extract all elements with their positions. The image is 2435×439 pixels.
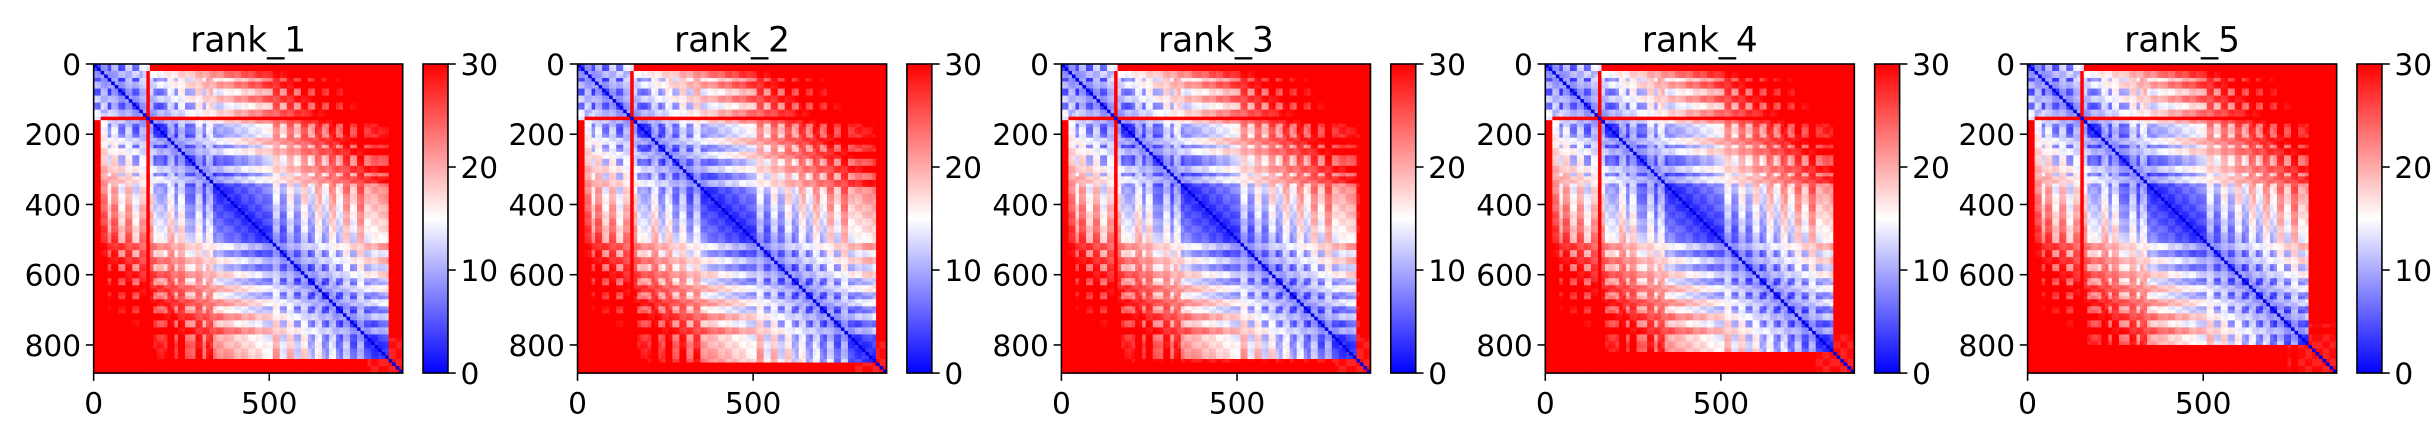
y-axis: 0 200 400 600 800 — [1959, 47, 2028, 363]
y-tick-label: 400 — [508, 187, 565, 222]
x-tick-label: 0 — [2018, 386, 2037, 421]
y-tick-label: 800 — [508, 328, 565, 363]
x-tick-label: 0 — [1052, 386, 1071, 421]
y-tick-label: 0 — [1514, 47, 1533, 82]
x-axis: 0 500 — [568, 373, 781, 421]
x-axis: 0 500 — [2018, 373, 2231, 421]
y-tick-label: 600 — [1959, 258, 2016, 293]
panel-title: rank_3 — [1158, 21, 1274, 61]
colorbar-tick-label: 20 — [2394, 150, 2432, 185]
y-tick-label: 600 — [1476, 258, 1533, 293]
colorbar: 0 10 20 30 — [907, 47, 982, 391]
y-tick-label: 0 — [62, 47, 81, 82]
colorbar-gradient — [423, 64, 448, 373]
colorbar-tick-label: 0 — [460, 356, 479, 391]
x-tick-label: 0 — [1536, 386, 1555, 421]
colorbar-tick-label: 30 — [460, 47, 498, 82]
y-axis: 0 200 400 600 800 — [1476, 47, 1545, 363]
y-tick-label: 600 — [508, 258, 565, 293]
y-axis: 0 200 400 600 800 — [992, 47, 1061, 363]
colorbar-gradient — [907, 64, 932, 373]
y-tick-label: 400 — [1476, 187, 1533, 222]
panel-title: rank_1 — [190, 21, 306, 61]
panel-title: rank_4 — [1642, 21, 1758, 61]
y-tick-label: 400 — [992, 187, 1049, 222]
y-tick-label: 400 — [25, 187, 82, 222]
colorbar-tick-label: 30 — [2394, 47, 2432, 82]
colorbar: 0 10 20 30 — [1391, 47, 1466, 391]
y-tick-label: 200 — [992, 117, 1049, 152]
y-tick-label: 200 — [1959, 117, 2016, 152]
x-tick-label: 0 — [568, 386, 587, 421]
colorbar-tick-label: 0 — [1428, 356, 1447, 391]
y-tick-label: 0 — [1030, 47, 1049, 82]
y-tick-label: 800 — [25, 328, 82, 363]
y-tick-label: 800 — [1476, 328, 1533, 363]
colorbar-tick-label: 10 — [944, 253, 982, 288]
y-tick-label: 600 — [992, 258, 1049, 293]
x-axis: 0 500 — [1052, 373, 1265, 421]
x-tick-label: 500 — [1693, 386, 1750, 421]
colorbar-gradient — [1875, 64, 1900, 373]
colorbar-tick-label: 10 — [1912, 253, 1950, 288]
y-tick-label: 0 — [1996, 47, 2015, 82]
y-tick-label: 800 — [992, 328, 1049, 363]
y-axis: 0 200 400 600 800 — [25, 47, 94, 363]
x-tick-label: 500 — [1209, 386, 1266, 421]
colorbar-tick-label: 20 — [460, 150, 498, 185]
y-tick-label: 600 — [25, 258, 82, 293]
colorbar-tick-label: 10 — [460, 253, 498, 288]
colorbar-tick-label: 20 — [1912, 150, 1950, 185]
y-tick-label: 200 — [25, 117, 82, 152]
y-tick-label: 200 — [508, 117, 565, 152]
colorbar-tick-label: 0 — [1912, 356, 1931, 391]
colorbar: 0 10 20 30 — [2357, 47, 2432, 391]
x-axis: 0 500 — [84, 373, 297, 421]
y-tick-label: 400 — [1959, 187, 2016, 222]
colorbar: 0 10 20 30 — [423, 47, 498, 391]
x-tick-label: 500 — [241, 386, 298, 421]
colorbar: 0 10 20 30 — [1875, 47, 1950, 391]
colorbar-tick-label: 0 — [2394, 356, 2413, 391]
colorbar-tick-label: 20 — [944, 150, 982, 185]
colorbar-tick-label: 10 — [2394, 253, 2432, 288]
y-axis: 0 200 400 600 800 — [508, 47, 577, 363]
colorbar-tick-label: 30 — [1428, 47, 1466, 82]
y-tick-label: 200 — [1476, 117, 1533, 152]
x-tick-label: 500 — [2175, 386, 2232, 421]
colorbar-tick-label: 10 — [1428, 253, 1466, 288]
y-tick-label: 800 — [1959, 328, 2016, 363]
colorbar-tick-label: 0 — [944, 356, 963, 391]
panel-title: rank_2 — [674, 21, 790, 61]
y-tick-label: 0 — [546, 47, 565, 82]
colorbar-gradient — [1391, 64, 1416, 373]
colorbar-tick-label: 20 — [1428, 150, 1466, 185]
colorbar-tick-label: 30 — [944, 47, 982, 82]
x-axis: 0 500 — [1536, 373, 1749, 421]
colorbar-gradient — [2357, 64, 2382, 373]
x-tick-label: 0 — [84, 386, 103, 421]
colorbar-tick-label: 30 — [1912, 47, 1950, 82]
panel-title: rank_5 — [2124, 21, 2240, 61]
x-tick-label: 500 — [725, 386, 782, 421]
